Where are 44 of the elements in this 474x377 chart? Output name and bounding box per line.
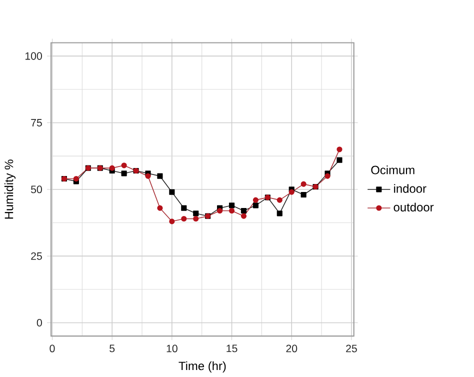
y-tick-label: 75 [31,119,42,126]
point [121,162,127,168]
point [228,202,235,208]
point [252,197,259,203]
x-tick-label: 25 [346,344,357,352]
point [169,189,175,195]
point [73,176,79,182]
legend-label: indoor [394,184,426,193]
point [109,165,115,171]
point [181,216,187,222]
point [324,173,330,179]
point [276,197,282,203]
y-tick-label: 50 [30,186,42,194]
legend-title: Ocimum [371,166,414,174]
point [157,173,163,179]
x-tick-label: 15 [226,344,238,352]
point [169,218,175,224]
point [240,208,247,214]
point [228,208,235,214]
point [157,205,163,211]
point [276,210,282,216]
point [252,202,259,208]
point [300,181,306,187]
x-tick-label: 20 [286,344,298,352]
point [288,189,294,195]
x-tick-label: 10 [166,344,178,352]
point [240,213,247,219]
point [145,173,151,179]
y-axis-title: Humidity % [4,160,16,219]
point [193,216,199,222]
y-tick-label: 0 [36,319,42,327]
x-axis-title: Time (hr) [178,361,226,373]
y-tick-label: 100 [25,52,42,60]
x-tick-label: 5 [110,344,115,352]
point [181,205,187,211]
point [336,146,342,152]
y-tick-label: 25 [31,252,42,260]
point [121,170,127,176]
legend-label: outdoor [394,202,434,212]
point [336,157,342,163]
x-tick-label: 0 [50,344,55,352]
point [193,210,199,216]
point [217,208,223,214]
point [300,192,306,198]
